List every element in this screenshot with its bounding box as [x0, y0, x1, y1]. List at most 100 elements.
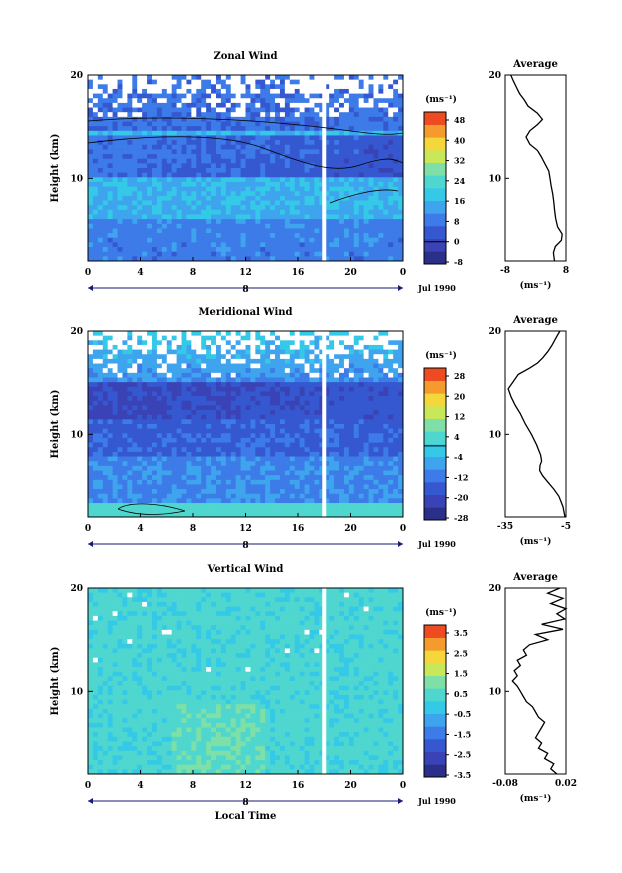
- heatmap-cell: [329, 363, 335, 369]
- heatmap-cell: [245, 372, 251, 378]
- heatmap-cell: [127, 209, 133, 215]
- heatmap-cell: [201, 84, 207, 90]
- heatmap-cell: [220, 358, 227, 364]
- heatmap-cell: [250, 344, 256, 350]
- heatmap-cell: [142, 191, 148, 197]
- heatmap-cell: [220, 377, 227, 383]
- heatmap-cell: [191, 177, 197, 183]
- heatmap-cell: [240, 479, 246, 485]
- heatmap-cell: [324, 363, 330, 369]
- heatmap-cell: [304, 405, 310, 411]
- heatmap-cell: [97, 98, 104, 104]
- heatmap-cell: [151, 470, 158, 476]
- heatmap-cell: [275, 428, 281, 434]
- heatmap-cell: [151, 186, 158, 192]
- heatmap-cell: [186, 349, 192, 355]
- heatmap-cell: [201, 168, 207, 174]
- heatmap-cell: [88, 349, 94, 355]
- heatmap-cell: [393, 223, 399, 229]
- heatmap-cell: [211, 363, 217, 369]
- heatmap-cell: [339, 168, 345, 174]
- heatmap-cell: [383, 191, 389, 197]
- heatmap-cell: [151, 237, 158, 243]
- heatmap-cell: [206, 228, 212, 234]
- heatmap-cell: [265, 200, 271, 206]
- heatmap-cell: [161, 242, 168, 248]
- heatmap-cell: [132, 79, 138, 85]
- heatmap-cell: [339, 498, 345, 504]
- heatmap-cell: [220, 442, 227, 448]
- heatmap-cell: [378, 335, 384, 341]
- heatmap-cell: [393, 88, 399, 94]
- heatmap-cell: [220, 493, 227, 499]
- heatmap-cell: [215, 382, 222, 388]
- heatmap-cell: [166, 209, 173, 215]
- heatmap-cell: [127, 149, 133, 155]
- heatmap-cell: [343, 130, 350, 136]
- heatmap-cell: [225, 135, 232, 141]
- heatmap-cell: [319, 209, 325, 215]
- heatmap-cell: [151, 331, 158, 337]
- heatmap-cell: [383, 414, 389, 420]
- heatmap-cell: [260, 102, 266, 108]
- heatmap-cell: [230, 121, 237, 127]
- heatmap-cell: [102, 447, 109, 453]
- heatmap-cell: [275, 340, 281, 346]
- heatmap-cell: [319, 344, 325, 350]
- heatmap-cell: [117, 163, 123, 169]
- heatmap-cell: [245, 149, 251, 155]
- heatmap-cell: [92, 168, 99, 174]
- heatmap-cell: [245, 447, 251, 453]
- heatmap-cell: [142, 242, 148, 248]
- heatmap-cell: [235, 349, 241, 355]
- heatmap-cell: [102, 181, 109, 187]
- heatmap-cell: [102, 433, 109, 439]
- heatmap-cell: [368, 79, 374, 85]
- heatmap-cell: [147, 349, 153, 355]
- heatmap-cell: [339, 372, 345, 378]
- heatmap-cell: [339, 256, 345, 262]
- heatmap-cell: [240, 75, 246, 81]
- heatmap-cell: [304, 456, 310, 462]
- heatmap-cell: [265, 140, 271, 146]
- heatmap-cell: [211, 195, 217, 201]
- heatmap-cell: [250, 130, 256, 136]
- heatmap-cell: [132, 493, 138, 499]
- heatmap-cell: [176, 349, 182, 355]
- heatmap-cell: [324, 447, 330, 453]
- heatmap-cell: [324, 349, 330, 355]
- heatmap-cell: [284, 84, 291, 90]
- heatmap-cell: [299, 130, 305, 136]
- heatmap-cell: [245, 116, 251, 122]
- heatmap-cell: [127, 484, 133, 490]
- heatmap-cell: [304, 116, 310, 122]
- heatmap-cell: [284, 223, 291, 229]
- heatmap-cell: [275, 209, 281, 215]
- heatmap-cell: [127, 475, 133, 481]
- heatmap-cell: [186, 419, 192, 425]
- heatmap-cell: [220, 405, 227, 411]
- heatmap-cell: [363, 168, 369, 174]
- heatmap-cell: [368, 98, 374, 104]
- heatmap-cell: [132, 400, 138, 406]
- heatmap-cell: [127, 158, 133, 164]
- heatmap-cell: [304, 154, 310, 160]
- heatmap-cell: [181, 447, 187, 453]
- heatmap-cell: [353, 214, 360, 220]
- heatmap-cell: [319, 219, 325, 225]
- heatmap-cell: [368, 256, 374, 262]
- heatmap-cell: [206, 354, 212, 360]
- heatmap-cell: [215, 158, 222, 164]
- heatmap-cell: [284, 186, 291, 192]
- heatmap-cell: [270, 465, 276, 471]
- heatmap-cell: [255, 195, 261, 201]
- heatmap-cell: [265, 130, 271, 136]
- heatmap-cell: [265, 88, 271, 94]
- heatmap-cell: [215, 489, 222, 495]
- heatmap-cell: [343, 344, 350, 350]
- heatmap-cell: [225, 377, 232, 383]
- heatmap-cell: [309, 149, 315, 155]
- heatmap-cell: [373, 79, 379, 85]
- heatmap-cell: [309, 84, 315, 90]
- heatmap-cell: [107, 158, 114, 164]
